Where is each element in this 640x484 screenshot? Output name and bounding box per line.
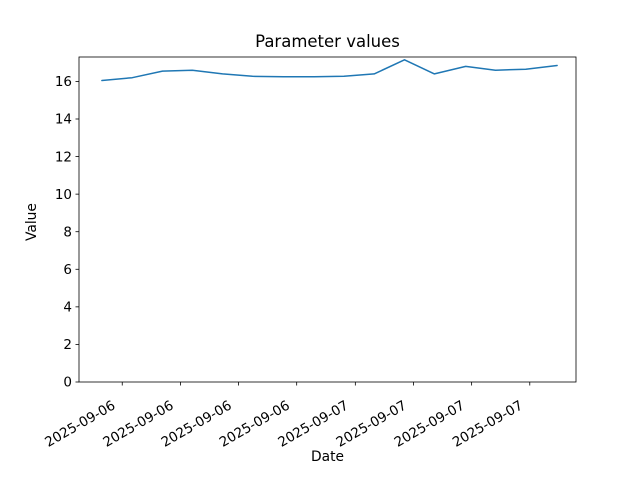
y-tick-label: 2 [63, 337, 72, 353]
chart-title: Parameter values [255, 32, 400, 51]
y-tick-label: 4 [63, 300, 72, 316]
plot-generated-layer: 02468101214162025-09-062025-09-062025-09… [42, 56, 577, 451]
data-line [101, 59, 558, 82]
y-tick-label: 12 [55, 149, 72, 165]
y-tick-label: 10 [55, 187, 72, 203]
y-tick-label: 8 [63, 224, 72, 240]
x-axis-label: Date [311, 449, 344, 465]
y-tick-label: 0 [63, 375, 72, 391]
y-tick-label: 14 [55, 112, 72, 128]
y-tick-label: 6 [63, 262, 72, 278]
plot-border [78, 56, 577, 383]
y-axis-label: Value [24, 203, 40, 241]
y-tick-label: 16 [55, 74, 72, 90]
